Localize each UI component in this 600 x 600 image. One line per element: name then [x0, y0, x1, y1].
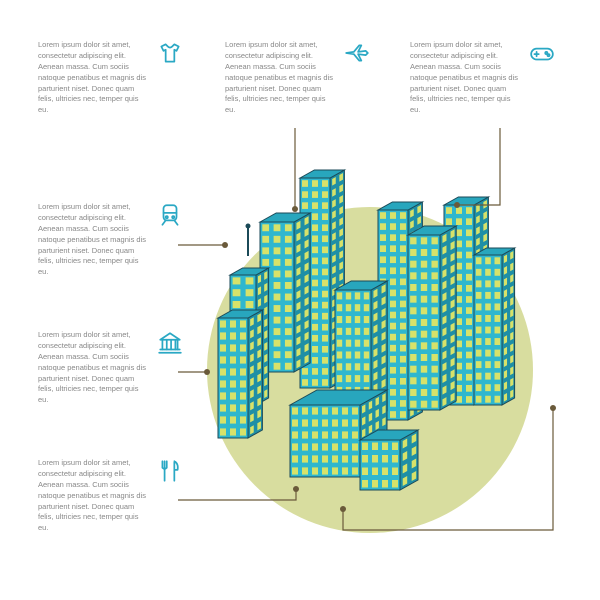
leader-dot [454, 202, 460, 208]
leader-dot [293, 486, 299, 492]
bank-icon [157, 330, 183, 356]
info-block-food: Lorem ipsum dolor sit amet, consectetur … [38, 458, 183, 534]
info-block-game: Lorem ipsum dolor sit amet, consectetur … [410, 40, 555, 116]
info-block-train: Lorem ipsum dolor sit amet, consectetur … [38, 202, 183, 278]
game-icon [529, 40, 555, 66]
plane-icon [344, 40, 370, 66]
info-block-bank: Lorem ipsum dolor sit amet, consectetur … [38, 330, 183, 406]
train-icon [157, 202, 183, 228]
info-text: Lorem ipsum dolor sit amet, consectetur … [410, 40, 520, 116]
leader-dot [340, 506, 346, 512]
leader-dot [204, 369, 210, 375]
leader-dot [292, 206, 298, 212]
food-icon [157, 458, 183, 484]
info-text: Lorem ipsum dolor sit amet, consectetur … [38, 458, 148, 534]
info-text: Lorem ipsum dolor sit amet, consectetur … [225, 40, 335, 116]
info-text: Lorem ipsum dolor sit amet, consectetur … [38, 202, 148, 278]
leader-dot [222, 242, 228, 248]
info-text: Lorem ipsum dolor sit amet, consectetur … [38, 40, 148, 116]
info-block-plane: Lorem ipsum dolor sit amet, consectetur … [225, 40, 370, 116]
info-text: Lorem ipsum dolor sit amet, consectetur … [38, 330, 148, 406]
leader-dot [550, 405, 556, 411]
info-block-shirt: Lorem ipsum dolor sit amet, consectetur … [38, 40, 183, 116]
shirt-icon [157, 40, 183, 66]
